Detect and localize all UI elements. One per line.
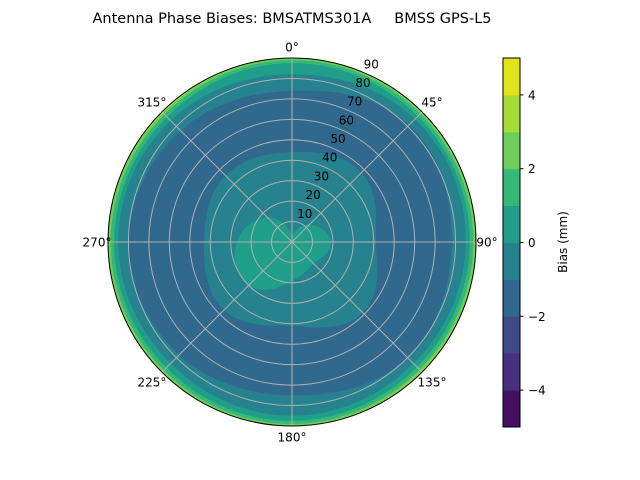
colorbar-band [503, 58, 520, 96]
colorbar-band [503, 316, 520, 354]
colorbar-band [503, 168, 520, 207]
radial-tick-label: 40 [322, 151, 337, 165]
polar-grid [108, 58, 476, 426]
contour-band [234, 217, 331, 290]
colorbar-band [503, 205, 520, 243]
radial-tick-label: 80 [355, 76, 370, 90]
colorbar-band [503, 242, 520, 280]
radial-tick-label: 20 [305, 188, 320, 202]
radial-tick-label: 90 [364, 57, 379, 71]
radial-tick-label: 10 [297, 207, 312, 221]
angular-tick-label: 90° [476, 236, 497, 250]
angular-tick-label: 315° [138, 95, 167, 109]
angular-gridline [161, 111, 423, 373]
colorbar-label: Bias (mm) [556, 211, 570, 273]
angular-tick-labels: 0° 45° 90° 135° 180° 225° 270° 315° [83, 41, 498, 445]
colorbar-tick-label: 0 [528, 236, 536, 250]
colorbar: −4 −2 0 2 4 [502, 57, 546, 428]
angular-tick-label: 180° [278, 431, 307, 445]
colorbar-band [503, 390, 520, 428]
colorbar-tick-label: 2 [528, 162, 536, 176]
angular-tick-label: 135° [418, 376, 447, 390]
colorbar-tick-label: −4 [528, 384, 546, 398]
radial-tick-labels: 10 20 30 40 50 60 70 80 90 [297, 57, 379, 220]
colorbar-band [503, 279, 520, 317]
colorbar-band [503, 94, 520, 133]
radial-tick-label: 30 [314, 169, 329, 183]
colorbar-tick-label: 4 [528, 88, 536, 102]
colorbar-band [503, 353, 520, 391]
radial-tick-label: 60 [339, 113, 354, 127]
radial-tick-label: 50 [330, 132, 345, 146]
radial-tick-label: 70 [347, 95, 362, 109]
chart-title: Antenna Phase Biases: BMSATMS301A BMSS G… [92, 11, 491, 27]
angular-tick-label: 0° [285, 41, 299, 55]
angular-tick-label: 270° [83, 236, 112, 250]
colorbar-band [503, 131, 520, 170]
polar-frame [107, 57, 477, 427]
colorbar-tick-label: −2 [528, 310, 546, 324]
angular-tick-label: 45° [421, 95, 442, 109]
angular-tick-label: 225° [138, 376, 167, 390]
